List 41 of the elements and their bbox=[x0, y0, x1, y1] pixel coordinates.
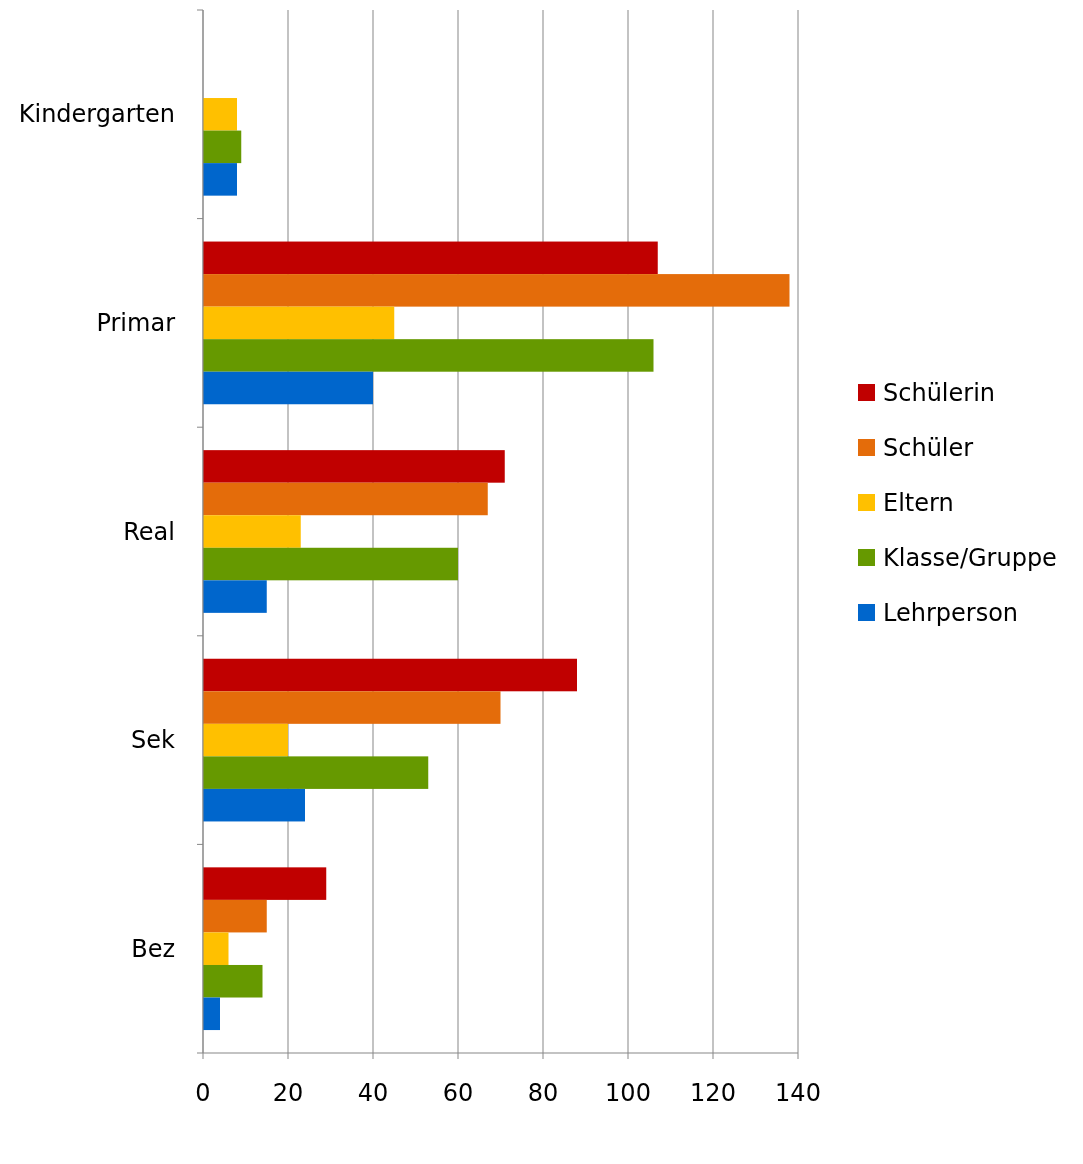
x-tick-label: 80 bbox=[527, 1079, 559, 1107]
legend-label: Lehrperson bbox=[883, 599, 1019, 627]
bar bbox=[203, 691, 501, 724]
bar bbox=[203, 899, 267, 933]
legend-label: Klasse/Gruppe bbox=[883, 544, 1057, 572]
y-tick-label: Kindergarten bbox=[18, 100, 175, 129]
bar bbox=[203, 130, 242, 164]
bar bbox=[203, 723, 288, 757]
bar bbox=[203, 932, 229, 965]
bar bbox=[203, 450, 505, 483]
bar bbox=[203, 306, 395, 340]
bar bbox=[203, 241, 658, 275]
y-tick-label: Bez bbox=[131, 934, 175, 963]
x-tick-label: 140 bbox=[775, 1079, 821, 1107]
bar bbox=[203, 580, 267, 613]
x-tick-label: 0 bbox=[195, 1079, 211, 1107]
legend-label: Schüler bbox=[883, 434, 974, 462]
x-tick-label: 120 bbox=[690, 1079, 736, 1107]
legend-label: Schülerin bbox=[883, 379, 996, 407]
bar bbox=[203, 756, 429, 789]
bar bbox=[203, 658, 577, 692]
bar bbox=[203, 371, 373, 405]
bar bbox=[203, 98, 237, 131]
bar bbox=[203, 997, 220, 1031]
legend-label: Eltern bbox=[883, 489, 954, 517]
bar bbox=[203, 547, 458, 581]
bar bbox=[203, 867, 327, 900]
x-tick-label: 60 bbox=[442, 1079, 474, 1107]
bar bbox=[203, 163, 237, 196]
y-tick-label: Sek bbox=[131, 726, 176, 755]
bar bbox=[203, 339, 654, 372]
bar bbox=[203, 482, 488, 516]
bar bbox=[203, 515, 301, 548]
x-tick-label: 100 bbox=[605, 1079, 651, 1107]
bar bbox=[203, 274, 790, 307]
y-tick-label: Primar bbox=[96, 308, 176, 337]
x-tick-label: 20 bbox=[272, 1079, 304, 1107]
y-tick-label: Real bbox=[123, 517, 175, 546]
bar bbox=[203, 788, 305, 822]
bar bbox=[203, 964, 263, 998]
x-tick-label: 40 bbox=[357, 1079, 389, 1107]
